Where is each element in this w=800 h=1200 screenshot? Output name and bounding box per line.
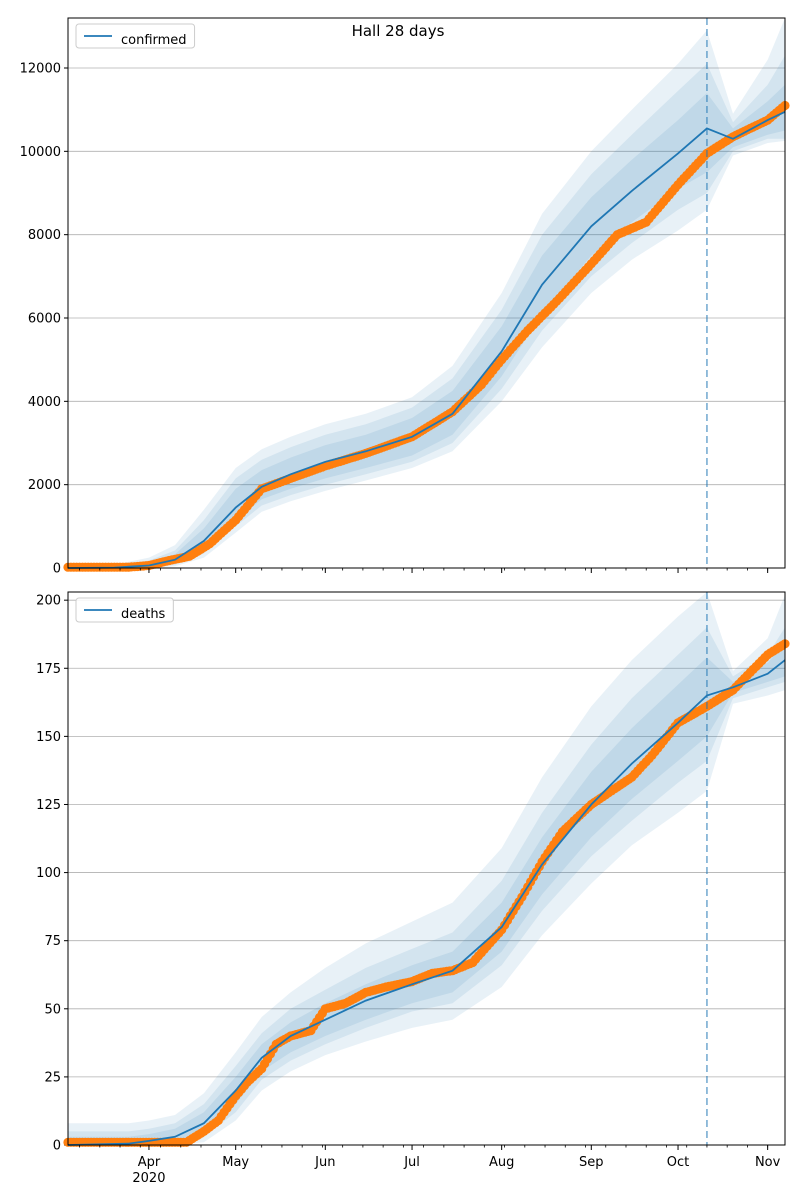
y-tick-label: 6000 [28,312,61,327]
y-tick-label: 175 [36,662,61,677]
y-tick-label: 0 [53,1139,61,1154]
x-tick-label: Aug [489,1155,514,1170]
y-tick-label: 150 [36,730,61,745]
y-tick-label: 12000 [20,62,61,77]
x-tick-label: Jul [403,1155,420,1170]
y-tick-label: 50 [44,1002,61,1017]
legend-label: deaths [121,607,166,622]
y-tick-label: 8000 [28,228,61,243]
plot-frame [67,591,786,1146]
x-tick-sublabel: 2020 [132,1171,165,1186]
legend: confirmed [75,23,196,49]
legend-label: confirmed [121,33,187,48]
y-tick-label: 25 [44,1070,61,1085]
x-tick-label: Sep [579,1155,604,1170]
legend: deaths [75,597,174,623]
x-tick-label: Apr [138,1155,161,1170]
confidence-band [68,643,785,1145]
x-tick-label: Oct [667,1155,689,1170]
observed-points [63,100,790,572]
model-line [67,110,786,569]
plot-frame [67,17,786,569]
y-tick-label: 4000 [28,395,61,410]
confidence-band [68,592,785,1145]
confirmed-panel: 0 2000 4000 6000 8000 10000 12000 confirmed [20,17,790,577]
confidence-band [68,18,785,568]
y-tick-label: 0 [53,562,61,577]
confidence-band [68,84,785,568]
x-tick-label: May [222,1155,249,1170]
y-tick-label: 200 [36,594,61,609]
confidence-band [68,627,785,1145]
figure-title: Hall 28 days [352,22,445,40]
legend-box [75,23,196,49]
y-tick-label: 100 [36,866,61,881]
model-line [67,659,786,1146]
y-tick-label: 75 [44,934,61,949]
y-tick-label: 10000 [20,145,61,160]
x-tick-label: Nov [755,1155,781,1170]
confidence-band [68,55,785,568]
x-tick-label: Jun [314,1155,335,1170]
y-tick-label: 125 [36,798,61,813]
legend-box [75,597,174,623]
y-tick-label: 2000 [28,478,61,493]
